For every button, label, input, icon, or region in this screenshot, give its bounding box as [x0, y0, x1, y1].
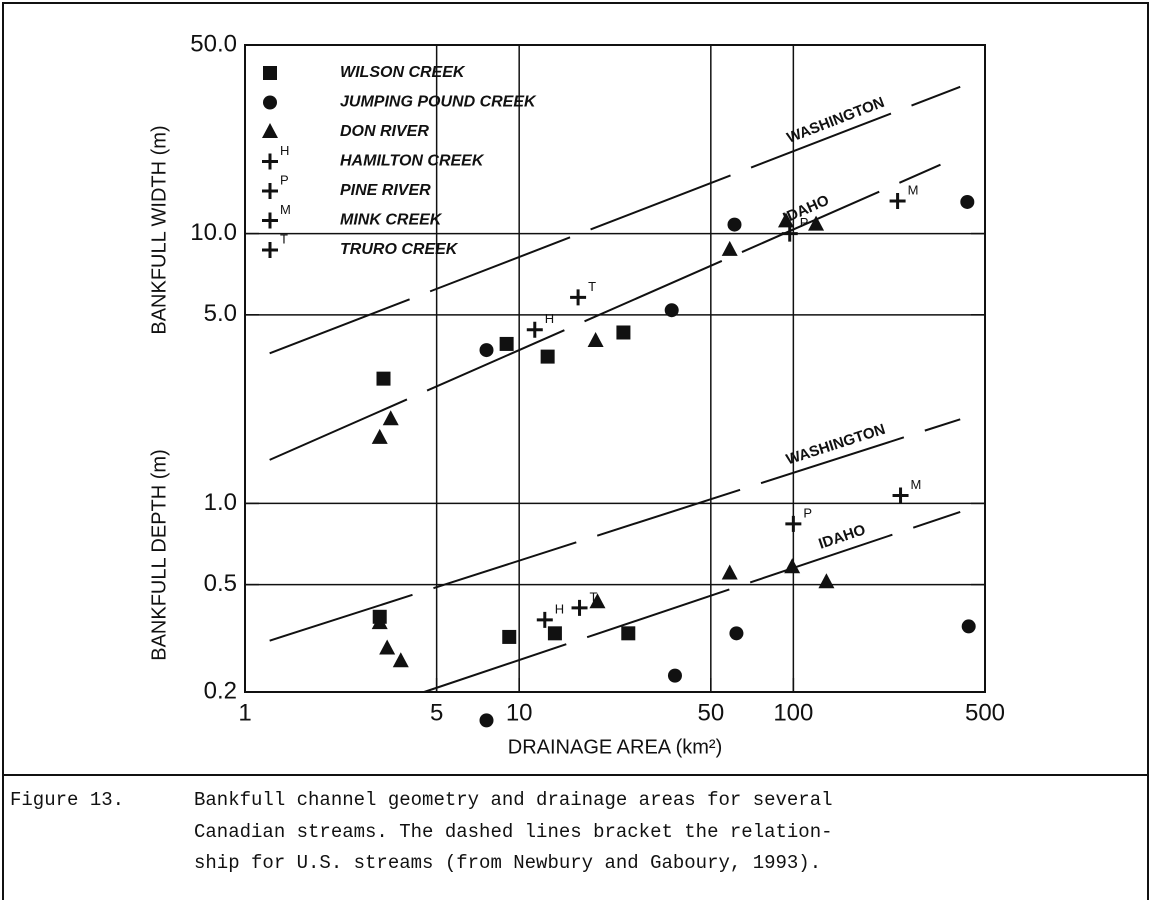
point — [727, 217, 742, 232]
x-axis-label: DRAINAGE AREA (km²) — [508, 736, 722, 758]
point — [479, 713, 494, 728]
point — [382, 410, 399, 426]
point — [818, 573, 835, 589]
legend-marker — [262, 183, 278, 199]
point — [808, 215, 825, 231]
point — [570, 289, 587, 306]
point — [536, 611, 553, 628]
point-label: M — [911, 477, 922, 492]
legend-marker — [263, 95, 277, 110]
point — [379, 639, 396, 655]
reference-label: WASHINGTON — [784, 421, 887, 469]
reference-line — [269, 418, 961, 642]
point — [616, 325, 631, 340]
plot-frame — [244, 44, 986, 693]
caption-line: Bankfull channel geometry and drainage a… — [194, 789, 833, 811]
legend-marker — [263, 66, 277, 80]
legend-label: WILSON CREEK — [340, 64, 466, 81]
caption-line: ship for U.S. streams (from Newbury and … — [194, 852, 821, 874]
point — [889, 193, 906, 210]
reference-label: IDAHO — [816, 521, 868, 553]
point — [721, 240, 738, 256]
point — [571, 599, 588, 616]
point — [621, 626, 636, 641]
point — [371, 614, 388, 630]
point — [784, 558, 801, 574]
point — [785, 515, 802, 532]
x-tick-label: 10 — [506, 699, 533, 726]
point — [664, 303, 679, 318]
y-tick-label: 10.0 — [190, 219, 237, 246]
y-tick-label: 50.0 — [190, 30, 237, 57]
point — [479, 343, 494, 358]
legend-marker — [262, 123, 278, 138]
point — [376, 371, 391, 386]
point-label: H — [545, 311, 554, 326]
point — [499, 336, 514, 351]
y-axis-label: BANKFULL DEPTH (m) — [148, 449, 170, 661]
point — [960, 194, 975, 209]
point — [589, 593, 606, 609]
legend-label: TRURO CREEK — [340, 241, 459, 258]
y-tick-label: 0.5 — [204, 570, 237, 597]
point — [526, 321, 543, 338]
point — [392, 652, 409, 668]
point-label: T — [590, 589, 598, 604]
legend-symbol-label: P — [280, 172, 289, 187]
reference-line — [269, 163, 941, 461]
y-tick-label: 5.0 — [204, 300, 237, 327]
reference-line — [423, 510, 961, 693]
x-tick-label: 50 — [697, 699, 724, 726]
point-label: P — [800, 215, 809, 230]
legend-symbol-label: H — [280, 143, 289, 158]
legend-symbol-label: M — [280, 202, 291, 217]
point — [961, 619, 976, 634]
reference-line — [269, 85, 961, 355]
y-tick-label: 1.0 — [204, 489, 237, 516]
legend-marker — [262, 212, 278, 229]
point — [540, 349, 555, 364]
x-tick-label: 500 — [965, 699, 1005, 726]
point-label: H — [555, 601, 564, 616]
legend-label: MINK CREEK — [340, 212, 443, 229]
x-tick-label: 1 — [238, 699, 251, 726]
point — [777, 212, 794, 228]
legend-marker — [262, 242, 278, 258]
point-label: T — [588, 279, 596, 294]
legend-label: DON RIVER — [340, 123, 429, 140]
point — [892, 487, 909, 504]
point-label: P — [803, 505, 812, 520]
x-tick-label: 100 — [773, 699, 813, 726]
caption-line: Canadian streams. The dashed lines brack… — [194, 821, 833, 843]
point — [587, 331, 604, 347]
point-label: M — [908, 182, 919, 197]
legend-label: HAMILTON CREEK — [340, 153, 485, 170]
caption-label: Figure 13. — [10, 789, 124, 811]
legend-label: PINE RIVER — [340, 182, 431, 199]
point — [721, 564, 738, 580]
y-axis-label: BANKFULL WIDTH (m) — [148, 125, 170, 334]
legend-marker — [262, 153, 278, 170]
point — [371, 428, 388, 444]
point — [502, 629, 517, 644]
point — [729, 626, 744, 641]
y-tick-label: 0.2 — [204, 677, 237, 704]
point — [667, 668, 682, 683]
point — [781, 225, 798, 242]
chart-border — [2, 2, 1149, 776]
point — [547, 626, 562, 641]
legend-label: JUMPING POUND CREEK — [340, 94, 537, 111]
x-tick-label: 5 — [430, 699, 443, 726]
legend-symbol-label: T — [280, 231, 288, 246]
